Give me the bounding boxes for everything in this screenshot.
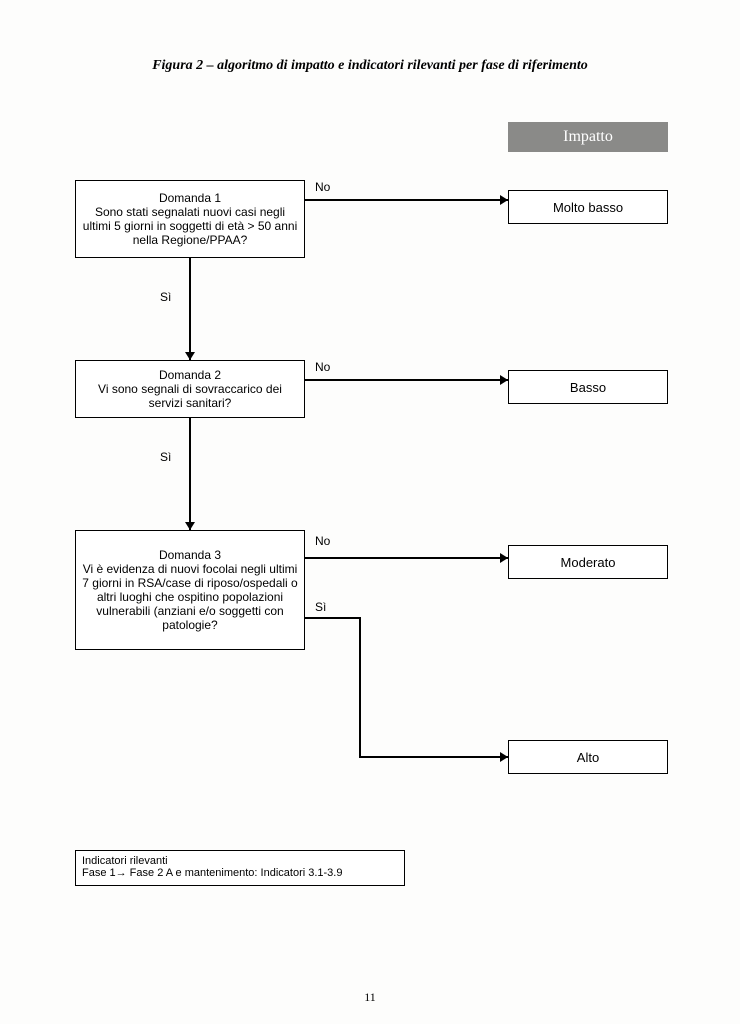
outcome-box-alto: Alto [508,740,668,774]
question-box-1: Domanda 1 Sono stati segnalati nuovi cas… [75,180,305,258]
question-body: Vi è evidenza di nuovi focolai negli ult… [82,562,298,632]
edge-label: No [315,360,330,374]
edge-label: Sì [160,450,171,464]
question-title: Domanda 3 [82,548,298,562]
impact-header: Impatto [508,122,668,152]
page-number: 11 [0,990,740,1005]
edge-label: Sì [315,600,326,614]
edge-label: No [315,180,330,194]
indicators-line1: Indicatori rilevanti [82,855,398,867]
indicators-line2: Fase 1→ Fase 2 A e mantenimento: Indicat… [82,867,398,879]
page: Figura 2 – algoritmo di impatto e indica… [0,0,740,1024]
edge-label: Sì [160,290,171,304]
outcome-box-molto-basso: Molto basso [508,190,668,224]
question-box-3: Domanda 3 Vi è evidenza di nuovi focolai… [75,530,305,650]
indicators-footer-box: Indicatori rilevanti Fase 1→ Fase 2 A e … [75,850,405,886]
outcome-box-moderato: Moderato [508,545,668,579]
question-title: Domanda 1 [82,191,298,205]
figure-title: Figura 2 – algoritmo di impatto e indica… [0,58,740,74]
question-title: Domanda 2 [82,368,298,382]
edge-label: No [315,534,330,548]
question-box-2: Domanda 2 Vi sono segnali di sovraccaric… [75,360,305,418]
outcome-box-basso: Basso [508,370,668,404]
question-body: Sono stati segnalati nuovi casi negli ul… [82,205,298,247]
question-body: Vi sono segnali di sovraccarico dei serv… [82,382,298,410]
